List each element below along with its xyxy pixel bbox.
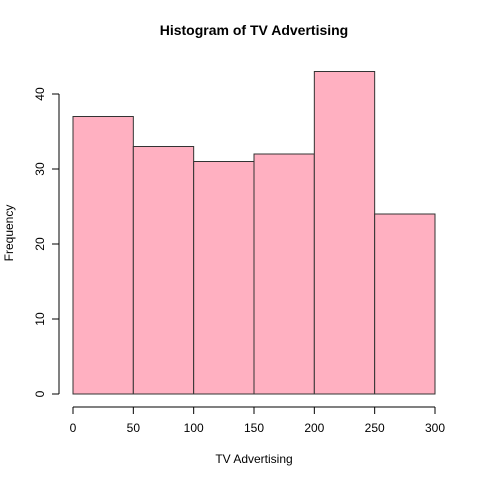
y-axis: 0 10 20 30 40 bbox=[33, 87, 60, 397]
y-tick-label-0: 0 bbox=[33, 390, 47, 397]
x-axis: 0 50 100 150 200 250 300 bbox=[70, 406, 445, 435]
bar-0-50 bbox=[72, 116, 134, 395]
bar-200-250 bbox=[313, 71, 376, 395]
y-axis-label: Frequency bbox=[2, 205, 16, 262]
x-tick-label-100: 100 bbox=[184, 421, 204, 435]
x-tick-label-50: 50 bbox=[127, 421, 141, 435]
y-tick-label-20: 20 bbox=[33, 237, 47, 251]
y-tick-label-30: 30 bbox=[33, 162, 47, 176]
chart-title: Histogram of TV Advertising bbox=[160, 22, 349, 38]
x-tick-label-0: 0 bbox=[70, 421, 77, 435]
bars-group bbox=[72, 71, 436, 395]
bar-50-100 bbox=[132, 146, 195, 395]
bar-250-300 bbox=[374, 213, 436, 395]
y-tick-label-10: 10 bbox=[33, 312, 47, 326]
bar-150-200 bbox=[253, 153, 315, 395]
x-tick-label-200: 200 bbox=[304, 421, 324, 435]
x-tick-label-150: 150 bbox=[244, 421, 264, 435]
x-axis-label: TV Advertising bbox=[215, 452, 292, 466]
y-tick-label-40: 40 bbox=[33, 87, 47, 101]
bar-100-150 bbox=[193, 161, 255, 395]
x-tick-label-250: 250 bbox=[365, 421, 385, 435]
x-tick-label-300: 300 bbox=[425, 421, 445, 435]
